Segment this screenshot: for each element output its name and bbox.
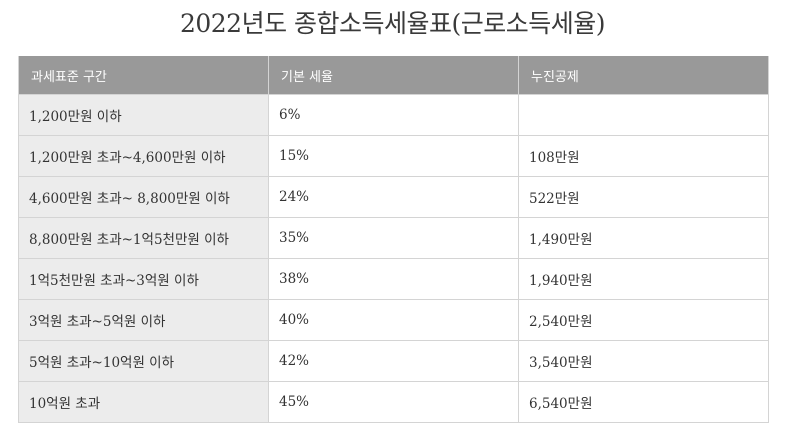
table-header-row: 과세표준 구간 기본 세율 누진공제 <box>18 56 769 95</box>
table-row: 5억원 초과~10억원 이하 42% 3,540만원 <box>18 340 769 382</box>
table-row: 1억5천만원 초과~3억원 이하 38% 1,940만원 <box>18 258 769 300</box>
page-title: 2022년도 종합소득세율표(근로소득세율) <box>179 9 606 38</box>
table-row: 10억원 초과 45% 6,540만원 <box>18 381 769 423</box>
table-row: 1,200만원 초과~4,600만원 이하 15% 108만원 <box>18 135 769 177</box>
header-progressive-deduction: 누진공제 <box>518 56 769 95</box>
tax-rate-cell: 42% <box>268 340 519 382</box>
deduction-cell: 522만원 <box>518 176 769 218</box>
tax-base-range-cell: 1,200만원 초과~4,600만원 이하 <box>18 135 269 177</box>
table-row: 1,200만원 이하 6% <box>18 94 769 136</box>
deduction-cell <box>518 94 769 136</box>
tax-base-range-cell: 10억원 초과 <box>18 381 269 423</box>
tax-base-range-cell: 5억원 초과~10억원 이하 <box>18 340 269 382</box>
tax-rate-cell: 38% <box>268 258 519 300</box>
deduction-cell: 108만원 <box>518 135 769 177</box>
header-basic-tax-rate: 기본 세율 <box>268 56 519 95</box>
tax-rate-cell: 15% <box>268 135 519 177</box>
tax-rate-table: 과세표준 구간 기본 세율 누진공제 1,200만원 이하 6% 1,200만원… <box>18 56 769 423</box>
tax-base-range-cell: 1,200만원 이하 <box>18 94 269 136</box>
deduction-cell: 1,490만원 <box>518 217 769 259</box>
deduction-cell: 6,540만원 <box>518 381 769 423</box>
tax-rate-cell: 35% <box>268 217 519 259</box>
tax-rate-cell: 6% <box>268 94 519 136</box>
deduction-cell: 1,940만원 <box>518 258 769 300</box>
tax-rate-cell: 45% <box>268 381 519 423</box>
tax-base-range-cell: 4,600만원 초과~ 8,800만원 이하 <box>18 176 269 218</box>
tax-rate-cell: 40% <box>268 299 519 341</box>
table-row: 3억원 초과~5억원 이하 40% 2,540만원 <box>18 299 769 341</box>
table-row: 4,600만원 초과~ 8,800만원 이하 24% 522만원 <box>18 176 769 218</box>
tax-base-range-cell: 8,800만원 초과~1억5천만원 이하 <box>18 217 269 259</box>
header-tax-base-range: 과세표준 구간 <box>18 56 269 95</box>
table-row: 8,800만원 초과~1억5천만원 이하 35% 1,490만원 <box>18 217 769 259</box>
tax-base-range-cell: 1억5천만원 초과~3억원 이하 <box>18 258 269 300</box>
deduction-cell: 3,540만원 <box>518 340 769 382</box>
tax-base-range-cell: 3억원 초과~5억원 이하 <box>18 299 269 341</box>
tax-rate-cell: 24% <box>268 176 519 218</box>
deduction-cell: 2,540만원 <box>518 299 769 341</box>
